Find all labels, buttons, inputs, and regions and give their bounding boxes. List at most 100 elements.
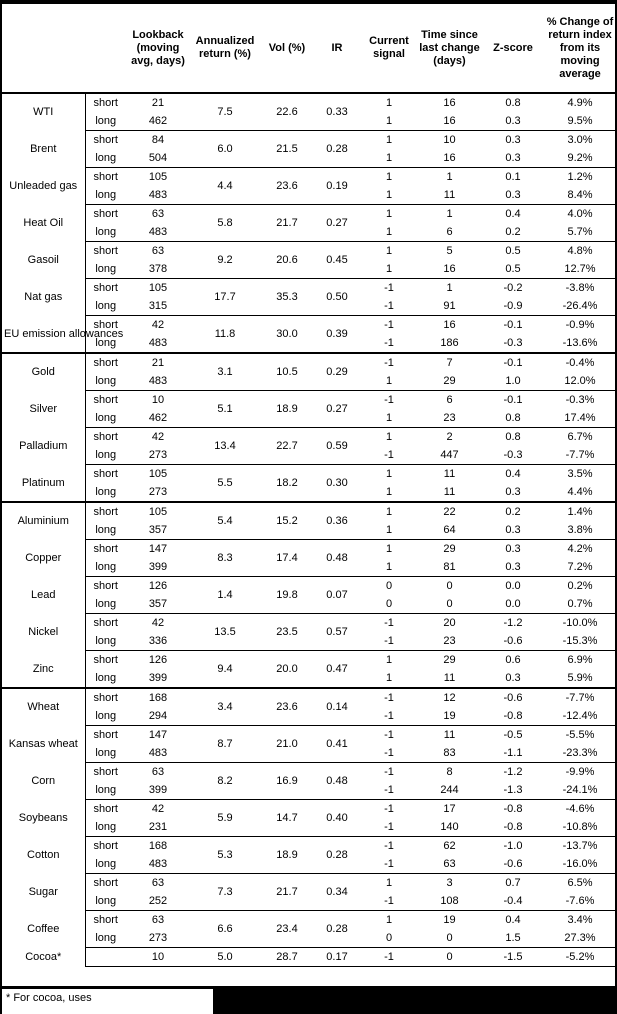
ir-value: 0.57 <box>314 613 360 651</box>
time-since-value: 244 <box>418 781 481 800</box>
zscore-value: -0.1 <box>503 394 523 406</box>
pct-change-value: -10.0% <box>562 617 598 629</box>
table-row: WTI short 21 7.5 22.6 0.33 1 16 0.8 4.9% <box>2 93 615 131</box>
pct-change-value: -7.7% <box>565 692 595 704</box>
time-since-value: 19 <box>418 707 481 726</box>
signal-value: 1 <box>385 208 393 220</box>
commodity-name: Platinum <box>2 464 86 503</box>
pct-change-value: -4.6% <box>565 803 595 815</box>
ir-value: 0.40 <box>314 799 360 837</box>
signal-value: 1 <box>385 914 393 926</box>
commodity-name: Wheat <box>2 688 86 726</box>
table-row: Lead short 126 1.4 19.8 0.07 0 0 0.0 0.2% <box>2 576 615 614</box>
pct-change-value: -7.7% <box>545 446 615 465</box>
zscore-value: 0.4 <box>505 914 521 926</box>
signal-value: 1 <box>360 149 418 168</box>
annualized-return-value: 6.0 <box>190 130 260 168</box>
commodity-name: Nickel <box>2 613 86 651</box>
time-since-value: 19 <box>443 914 456 926</box>
table-row: long 462 1 16 0.3 9.5% <box>2 112 615 131</box>
leg-label: long <box>85 297 126 316</box>
commodity-name: Coffee <box>2 910 86 948</box>
signal-value: 1 <box>385 431 393 443</box>
annualized-return-value: 8.3 <box>190 539 260 577</box>
ir-value: 0.59 <box>314 427 360 465</box>
zscore-value: 1.0 <box>481 372 545 391</box>
commodity-name: Corn <box>2 762 86 800</box>
leg-label: long <box>85 186 126 205</box>
zscore-value: 0.6 <box>505 654 521 666</box>
signal-value: 1 <box>385 654 393 666</box>
zscore-value: -0.1 <box>503 357 523 369</box>
time-since-value: 22 <box>443 506 456 518</box>
lookback-value: 126 <box>148 580 168 592</box>
commodity-name: Nat gas <box>2 278 86 316</box>
zscore-value: 0.0 <box>505 580 521 592</box>
leg-label: short <box>93 208 118 220</box>
table-row: long 315 -1 91 -0.9 -26.4% <box>2 297 615 316</box>
leg-label: short <box>93 617 118 629</box>
time-since-value: 11 <box>443 468 456 480</box>
ir-value: 0.28 <box>314 836 360 874</box>
lookback-value: 504 <box>126 149 190 168</box>
signal-value: -1 <box>384 729 394 741</box>
table-row: Nickel short 42 13.5 23.5 0.57 -1 20 -1.2 -10.0% <box>2 613 615 651</box>
vol-value: 21.0 <box>260 725 314 763</box>
signal-value: -1 <box>360 744 418 763</box>
signal-value: 1 <box>360 260 418 279</box>
time-since-value: 12 <box>443 692 456 704</box>
time-since-value: 16 <box>418 149 481 168</box>
lookback-value: 483 <box>126 744 190 763</box>
time-since-value: 108 <box>418 892 481 911</box>
signal-value: 0 <box>360 929 418 948</box>
leg-label: long <box>85 669 126 689</box>
signal-value: 1 <box>385 506 393 518</box>
pct-change-value: 3.0% <box>567 134 593 146</box>
footnote-bar: * For cocoa, uses <box>2 986 615 1014</box>
pct-change-value: -0.9% <box>565 319 595 331</box>
leg-label: long <box>85 521 126 540</box>
ir-value: 0.34 <box>314 873 360 911</box>
leg-label: long <box>85 595 126 614</box>
zscore-value: -0.1 <box>503 319 523 331</box>
lookback-value: 105 <box>148 506 168 518</box>
signal-value: -1 <box>384 617 394 629</box>
pct-change-value: 3.8% <box>545 521 615 540</box>
leg-label: short <box>93 468 118 480</box>
time-since-value: 23 <box>418 632 481 651</box>
leg-label: short <box>93 431 118 443</box>
table-row: Coffee short 63 6.6 23.4 0.28 1 19 0.4 3.4% <box>2 910 615 948</box>
pct-change-value: 9.5% <box>545 112 615 131</box>
leg-label: short <box>93 729 118 741</box>
zscore-value: 0.4 <box>505 208 521 220</box>
leg-label: long <box>85 818 126 837</box>
time-since-value: 17 <box>443 803 456 815</box>
commodity-name: Cotton <box>2 836 86 874</box>
lookback-value: 42 <box>151 803 165 815</box>
pct-change-value: 3.5% <box>567 468 593 480</box>
pct-change-value: -7.6% <box>545 892 615 911</box>
leg-label: long <box>85 632 126 651</box>
leg-label: short <box>93 97 118 109</box>
pct-change-value: 4.8% <box>567 245 593 257</box>
pct-change-value: 0.2% <box>567 580 593 592</box>
zscore-value: -0.3 <box>481 446 545 465</box>
commodity-name: Aluminium <box>2 502 86 540</box>
time-since-value: 0 <box>418 929 481 948</box>
ir-value: 0.30 <box>314 464 360 503</box>
signal-value: 1 <box>385 877 393 889</box>
annualized-return-value: 7.3 <box>190 873 260 911</box>
zscore-value: 0.5 <box>481 260 545 279</box>
annualized-return-value: 6.6 <box>190 910 260 948</box>
time-since-value: 140 <box>418 818 481 837</box>
signal-value: 1 <box>385 97 393 109</box>
annualized-return-value: 5.1 <box>190 390 260 428</box>
table-row: Zinc short 126 9.4 20.0 0.47 1 29 0.6 6.9% <box>2 650 615 689</box>
lookback-value: 63 <box>151 914 165 926</box>
pct-change-value: -3.8% <box>565 282 595 294</box>
zscore-value: 0.1 <box>505 171 521 183</box>
pct-change-value: -10.8% <box>545 818 615 837</box>
ir-value: 0.36 <box>314 502 360 540</box>
signal-value: 1 <box>360 483 418 503</box>
header-zscore: Z-score <box>481 4 545 94</box>
